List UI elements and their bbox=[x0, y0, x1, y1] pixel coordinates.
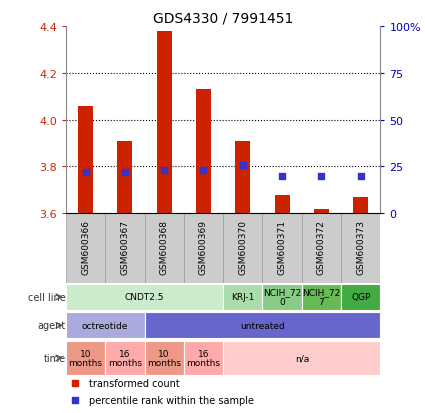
Point bbox=[200, 168, 207, 174]
Bar bbox=[144, 341, 184, 375]
Bar bbox=[262, 214, 302, 283]
Text: agent: agent bbox=[38, 320, 66, 330]
Bar bbox=[144, 214, 184, 283]
Text: KRJ-1: KRJ-1 bbox=[231, 293, 255, 301]
Bar bbox=[235, 141, 250, 214]
Bar bbox=[184, 341, 223, 375]
Point bbox=[72, 380, 79, 387]
Text: NCIH_72
7: NCIH_72 7 bbox=[302, 288, 340, 306]
Bar bbox=[223, 214, 262, 283]
Bar bbox=[144, 313, 380, 339]
Text: time: time bbox=[44, 353, 66, 363]
Bar bbox=[302, 214, 341, 283]
Bar bbox=[223, 284, 262, 310]
Text: 16
months: 16 months bbox=[187, 349, 221, 368]
Bar bbox=[341, 284, 380, 310]
Text: 10
months: 10 months bbox=[68, 349, 102, 368]
Text: GSM600373: GSM600373 bbox=[356, 219, 365, 274]
Text: GSM600370: GSM600370 bbox=[238, 219, 247, 274]
Bar bbox=[262, 284, 302, 310]
Bar bbox=[105, 214, 144, 283]
Bar bbox=[78, 106, 93, 214]
Text: GSM600372: GSM600372 bbox=[317, 219, 326, 274]
Point bbox=[72, 397, 79, 404]
Point bbox=[82, 169, 89, 176]
Text: 16
months: 16 months bbox=[108, 349, 142, 368]
Bar bbox=[223, 341, 380, 375]
Bar bbox=[66, 341, 105, 375]
Text: GSM600371: GSM600371 bbox=[278, 219, 286, 274]
Bar bbox=[314, 209, 329, 214]
Point bbox=[318, 173, 325, 180]
Bar bbox=[184, 214, 223, 283]
Bar bbox=[117, 141, 132, 214]
Text: cell line: cell line bbox=[28, 292, 66, 302]
Bar bbox=[341, 214, 380, 283]
Text: 10
months: 10 months bbox=[147, 349, 181, 368]
Point bbox=[357, 173, 364, 180]
Bar bbox=[66, 214, 105, 283]
Bar bbox=[353, 197, 368, 214]
Point bbox=[239, 162, 246, 169]
Point bbox=[279, 173, 286, 180]
Text: octreotide: octreotide bbox=[82, 321, 128, 330]
Text: GSM600367: GSM600367 bbox=[120, 219, 129, 274]
Point bbox=[161, 168, 167, 174]
Bar bbox=[275, 195, 289, 214]
Text: GSM600369: GSM600369 bbox=[199, 219, 208, 274]
Bar bbox=[157, 31, 172, 214]
Bar bbox=[66, 284, 223, 310]
Bar bbox=[66, 313, 144, 339]
Bar bbox=[302, 284, 341, 310]
Text: GSM600366: GSM600366 bbox=[81, 219, 90, 274]
Bar bbox=[196, 90, 211, 214]
Point bbox=[122, 169, 128, 176]
Text: untreated: untreated bbox=[240, 321, 285, 330]
Text: percentile rank within the sample: percentile rank within the sample bbox=[89, 395, 255, 406]
Text: NCIH_72
0: NCIH_72 0 bbox=[263, 288, 301, 306]
Text: n/a: n/a bbox=[295, 354, 309, 363]
Text: transformed count: transformed count bbox=[89, 379, 180, 389]
Bar bbox=[105, 341, 144, 375]
Text: QGP: QGP bbox=[351, 293, 371, 301]
Title: GDS4330 / 7991451: GDS4330 / 7991451 bbox=[153, 12, 293, 26]
Text: CNDT2.5: CNDT2.5 bbox=[125, 293, 164, 301]
Text: GSM600368: GSM600368 bbox=[160, 219, 169, 274]
